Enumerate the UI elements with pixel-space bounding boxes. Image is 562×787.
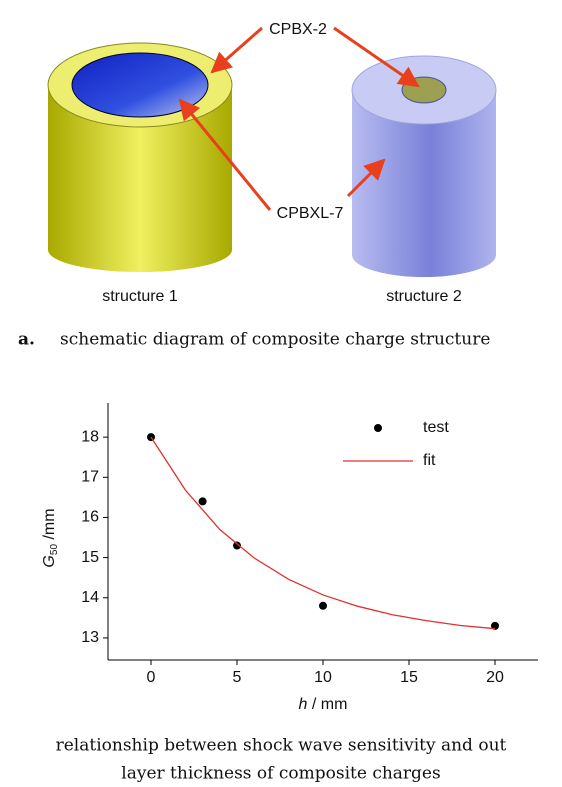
y-tick-label: 14 — [81, 589, 99, 606]
y-tick-label: 18 — [81, 428, 99, 445]
y-tick-label: 15 — [81, 549, 99, 566]
x-axis-title: h / mm — [299, 696, 348, 713]
legend-label: fit — [423, 452, 436, 469]
x-tick-label: 15 — [400, 669, 418, 686]
x-tick-label: 10 — [314, 669, 332, 686]
y-axis-title: G50 /mm — [41, 508, 59, 567]
x-tick-label: 0 — [147, 669, 156, 686]
caption: layer thickness of composite charges — [121, 764, 440, 784]
legend-label: test — [423, 419, 449, 436]
label: CPBX-2 — [269, 21, 327, 38]
caption-label: a. — [18, 330, 35, 350]
legend-marker — [374, 424, 382, 432]
figure: CPBX-2 CPBXL-7 structure 1 structure 2 a… — [0, 0, 562, 787]
cylinder-2 — [352, 56, 496, 277]
label: structure 2 — [386, 288, 462, 305]
caption: schematic diagram of composite charge st… — [60, 330, 490, 350]
point — [199, 497, 207, 505]
y-tick-label: 13 — [81, 629, 99, 646]
cylinder-1 — [48, 43, 232, 272]
fit-line — [151, 437, 495, 629]
label: structure 1 — [102, 288, 178, 305]
y-tick-label: 17 — [81, 469, 99, 486]
label: CPBXL-7 — [277, 205, 344, 222]
x-tick-label: 5 — [233, 669, 242, 686]
y-tick-label: 16 — [81, 509, 99, 526]
point — [319, 602, 327, 610]
x-tick-label: 20 — [486, 669, 504, 686]
page: { "diagram": { "labels": {"inner": "CPBX… — [0, 0, 562, 787]
caption: relationship between shock wave sensitiv… — [56, 736, 507, 756]
